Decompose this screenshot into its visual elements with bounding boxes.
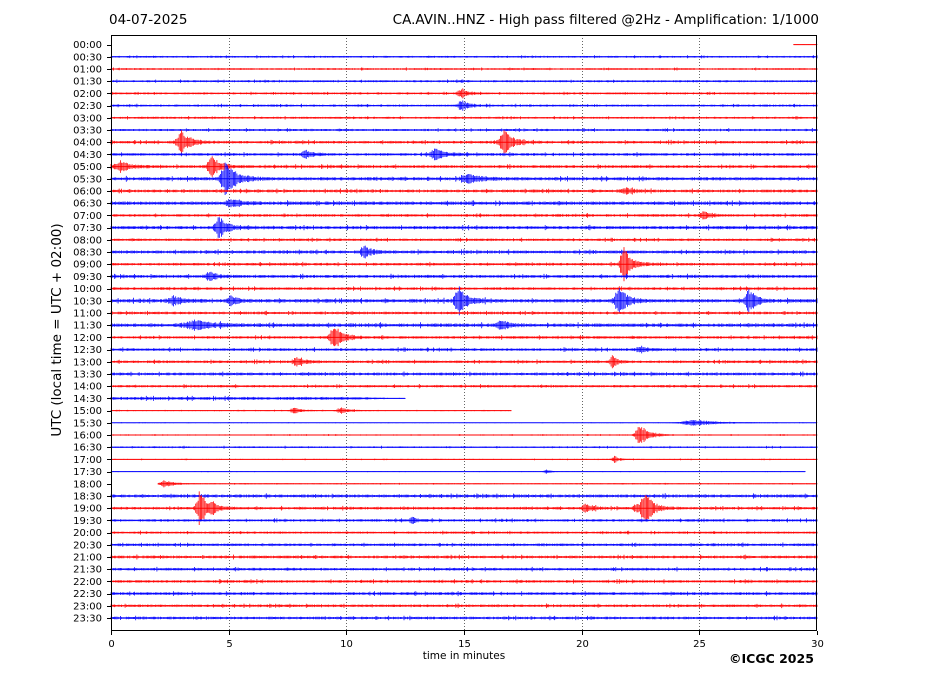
y-tick-label: 21:30: [73, 565, 102, 576]
plot-frame: [111, 35, 817, 631]
y-tick-label: 05:30: [73, 174, 102, 185]
y-tick-label: 17:00: [73, 455, 102, 466]
y-tick-label: 15:30: [73, 418, 102, 429]
y-tick-label: 14:30: [73, 394, 102, 405]
grid-lines: [229, 35, 700, 631]
y-tick-label: 17:30: [73, 467, 102, 478]
x-ticks: 0 5 10 15 20 25 30: [108, 631, 824, 650]
y-tick-label: 00:00: [73, 40, 102, 51]
x-tick-label: 5: [226, 639, 232, 650]
y-tick-label: 14:00: [73, 382, 102, 393]
x-tick-label: 10: [340, 639, 353, 650]
y-tick-label: 07:30: [73, 223, 102, 234]
x-tick-label: 15: [458, 639, 471, 650]
y-tick-label: 23:30: [73, 614, 102, 625]
y-tick-label: 22:00: [73, 577, 102, 588]
y-tick-label: 13:00: [73, 357, 102, 368]
y-tick-label: 00:30: [73, 52, 102, 63]
copyright-text: ©ICGC 2025: [729, 651, 814, 666]
y-tick-label: 06:00: [73, 187, 102, 198]
y-tick-label: 03:00: [73, 113, 102, 124]
y-tick-label: 02:30: [73, 101, 102, 112]
y-tick-label: 11:30: [73, 321, 102, 332]
y-tick-label: 08:30: [73, 248, 102, 259]
y-tick-label: 05:00: [73, 162, 102, 173]
y-tick-label: 16:30: [73, 443, 102, 454]
y-tick-label: 07:00: [73, 211, 102, 222]
trace-rows: [110, 44, 818, 621]
y-tick-label: 23:00: [73, 601, 102, 612]
y-tick-label: 08:00: [73, 235, 102, 246]
y-tick-label: 06:30: [73, 199, 102, 210]
chart-date: 04-07-2025: [109, 12, 188, 28]
y-tick-label: 03:30: [73, 126, 102, 137]
y-tick-label: 22:30: [73, 589, 102, 600]
x-tick-label: 25: [693, 639, 706, 650]
y-tick-label: 10:00: [73, 284, 102, 295]
y-tick-label: 18:30: [73, 492, 102, 503]
x-axis-label: time in minutes: [422, 650, 506, 662]
x-tick-label: 30: [811, 639, 824, 650]
y-tick-label: 19:00: [73, 504, 102, 515]
x-tick-label: 20: [576, 639, 589, 650]
y-tick-label: 13:30: [73, 370, 102, 381]
y-tick-label: 02:00: [73, 89, 102, 100]
chart-title: CA.AVIN..HNZ - High pass filtered @2Hz -…: [392, 12, 819, 28]
x-tick-label: 0: [108, 639, 114, 650]
y-tick-label: 12:00: [73, 333, 102, 344]
y-tick-label: 15:00: [73, 406, 102, 417]
y-tick-label: 01:00: [73, 65, 102, 76]
y-tick-label: 04:30: [73, 150, 102, 161]
y-tick-label: 20:00: [73, 528, 102, 539]
y-tick-label: 10:30: [73, 296, 102, 307]
y-tick-label: 11:00: [73, 309, 102, 320]
y-tick-label: 19:30: [73, 516, 102, 527]
y-tick-label: 21:00: [73, 553, 102, 564]
y-tick-label: 12:30: [73, 345, 102, 356]
y-tick-label: 20:30: [73, 540, 102, 551]
y-tick-label: 16:00: [73, 431, 102, 442]
y-tick-label: 18:00: [73, 479, 102, 490]
y-tick-label: 04:00: [73, 138, 102, 149]
y-tick-label: 09:00: [73, 260, 102, 271]
y-tick-label: 09:30: [73, 272, 102, 283]
y-tick-label: 01:30: [73, 77, 102, 88]
